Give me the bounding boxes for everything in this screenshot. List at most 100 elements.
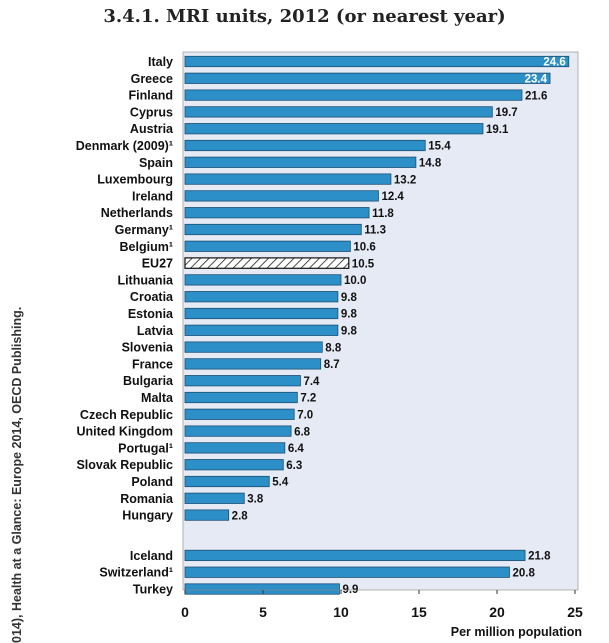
x-tick-label-10: 10 (333, 604, 349, 620)
category-label-spain: Spain (139, 156, 173, 170)
bar-denmark-2009 (184, 139, 426, 152)
bar-netherlands (184, 207, 370, 219)
value-label-malta: 7.2 (300, 393, 316, 405)
category-label-portugal: Portugal¹ (118, 441, 173, 455)
category-label-bulgaria: Bulgaria (123, 374, 174, 388)
category-label-poland: Poland (131, 475, 173, 489)
bar-belgium (184, 240, 351, 252)
value-label-belgium: 10.6 (353, 242, 375, 254)
value-label-ireland: 12.4 (381, 191, 404, 203)
bar-croatia (184, 291, 339, 303)
bar-switzerland (184, 566, 510, 578)
chart-title: 3.4.1. MRI units, 2012 (or nearest year) (103, 6, 506, 27)
category-label-belgium: Belgium¹ (120, 240, 173, 254)
category-label-malta: Malta (141, 391, 174, 405)
bar-poland (184, 475, 270, 488)
bar-italy (184, 55, 570, 68)
value-label-switzerland: 20.8 (512, 567, 535, 579)
category-label-cyprus: Cyprus (130, 105, 173, 119)
category-label-germany: Germany¹ (115, 223, 173, 237)
bar-portugal (184, 442, 286, 454)
value-label-iceland: 21.8 (528, 551, 551, 563)
value-label-slovak-republic: 6.3 (286, 460, 302, 472)
x-tick-label-5: 5 (259, 604, 267, 620)
category-label-lithuania: Lithuania (117, 273, 174, 287)
x-tick-label-15: 15 (411, 604, 427, 620)
value-label-austria: 19.1 (486, 124, 509, 136)
value-label-romania: 3.8 (247, 494, 264, 506)
x-tick-label-20: 20 (489, 604, 505, 620)
plot-frame (182, 51, 579, 591)
category-label-eu27: EU27 (142, 257, 173, 271)
bar-france (184, 358, 322, 370)
category-label-denmark-2009: Denmark (2009)¹ (76, 139, 173, 153)
value-label-latvia: 9.8 (341, 326, 358, 338)
category-label-greece: Greece (131, 72, 173, 86)
value-label-germany: 11.3 (364, 225, 386, 237)
value-label-greece: 23.4 (525, 74, 548, 86)
bar-slovak-republic (184, 459, 284, 471)
bar-slovenia (184, 341, 323, 353)
value-label-spain: 14.8 (419, 158, 442, 170)
category-label-united-kingdom: United Kingdom (76, 425, 173, 439)
category-label-hungary: Hungary (122, 509, 173, 523)
bar-romania (184, 492, 245, 504)
category-label-france: France (132, 357, 173, 371)
x-tick-label-25: 25 (567, 604, 583, 620)
category-label-romania: Romania (120, 492, 174, 506)
value-label-denmark-2009: 15.4 (428, 141, 451, 153)
category-label-iceland: Iceland (130, 549, 173, 563)
bar-bulgaria (184, 375, 301, 387)
bar-united-kingdom (184, 425, 292, 437)
value-label-bulgaria: 7.4 (303, 376, 320, 388)
value-label-finland: 21.6 (525, 90, 547, 102)
bar-eu27 (184, 257, 350, 269)
bar-hungary (184, 509, 230, 521)
value-label-estonia: 9.8 (341, 309, 358, 321)
category-label-austria: Austria (130, 122, 174, 136)
category-label-switzerland: Switzerland¹ (99, 566, 173, 580)
value-label-poland: 5.4 (272, 477, 289, 489)
value-label-cyprus: 19.7 (495, 107, 517, 119)
bar-turkey (184, 583, 340, 595)
bar-ireland (184, 190, 379, 202)
category-label-latvia: Latvia (137, 324, 174, 338)
category-label-netherlands: Netherlands (101, 206, 173, 220)
bar-czech-republic (184, 408, 295, 420)
bar-germany (184, 223, 362, 236)
bar-luxembourg (184, 173, 392, 185)
value-label-portugal: 6.4 (288, 443, 305, 455)
bar-latvia (184, 324, 339, 336)
bar-greece (184, 72, 551, 84)
category-label-italy: Italy (148, 55, 173, 69)
value-label-hungary: 2.8 (232, 510, 249, 522)
category-label-slovenia: Slovenia (122, 341, 174, 355)
category-label-luxembourg: Luxembourg (97, 173, 173, 187)
bar-estonia (184, 307, 339, 320)
x-axis-label: Per million population (451, 625, 582, 639)
category-label-czech-republic: Czech Republic (80, 408, 173, 422)
value-label-netherlands: 11.8 (372, 208, 394, 220)
bar-cyprus (184, 106, 493, 118)
bar-malta (184, 391, 298, 404)
bar-spain (184, 156, 417, 168)
bar-lithuania (184, 274, 342, 286)
category-label-ireland: Ireland (132, 189, 173, 203)
category-label-slovak-republic: Slovak Republic (76, 458, 173, 472)
bar-austria (184, 123, 484, 135)
value-label-czech-republic: 7.0 (297, 410, 313, 422)
category-label-finland: Finland (129, 89, 173, 103)
bar-finland (184, 89, 523, 101)
value-label-france: 8.7 (324, 359, 340, 371)
value-label-eu27: 10.5 (352, 258, 375, 270)
value-label-luxembourg: 13.2 (394, 174, 416, 186)
value-label-italy: 24.6 (543, 57, 565, 69)
value-label-slovenia: 8.8 (325, 342, 342, 354)
x-tick-label-0: 0 (181, 604, 189, 620)
value-label-croatia: 9.8 (341, 292, 358, 304)
value-label-lithuania: 10.0 (344, 275, 366, 287)
bar-iceland (184, 549, 526, 562)
category-label-estonia: Estonia (128, 307, 174, 321)
category-label-croatia: Croatia (130, 290, 174, 304)
